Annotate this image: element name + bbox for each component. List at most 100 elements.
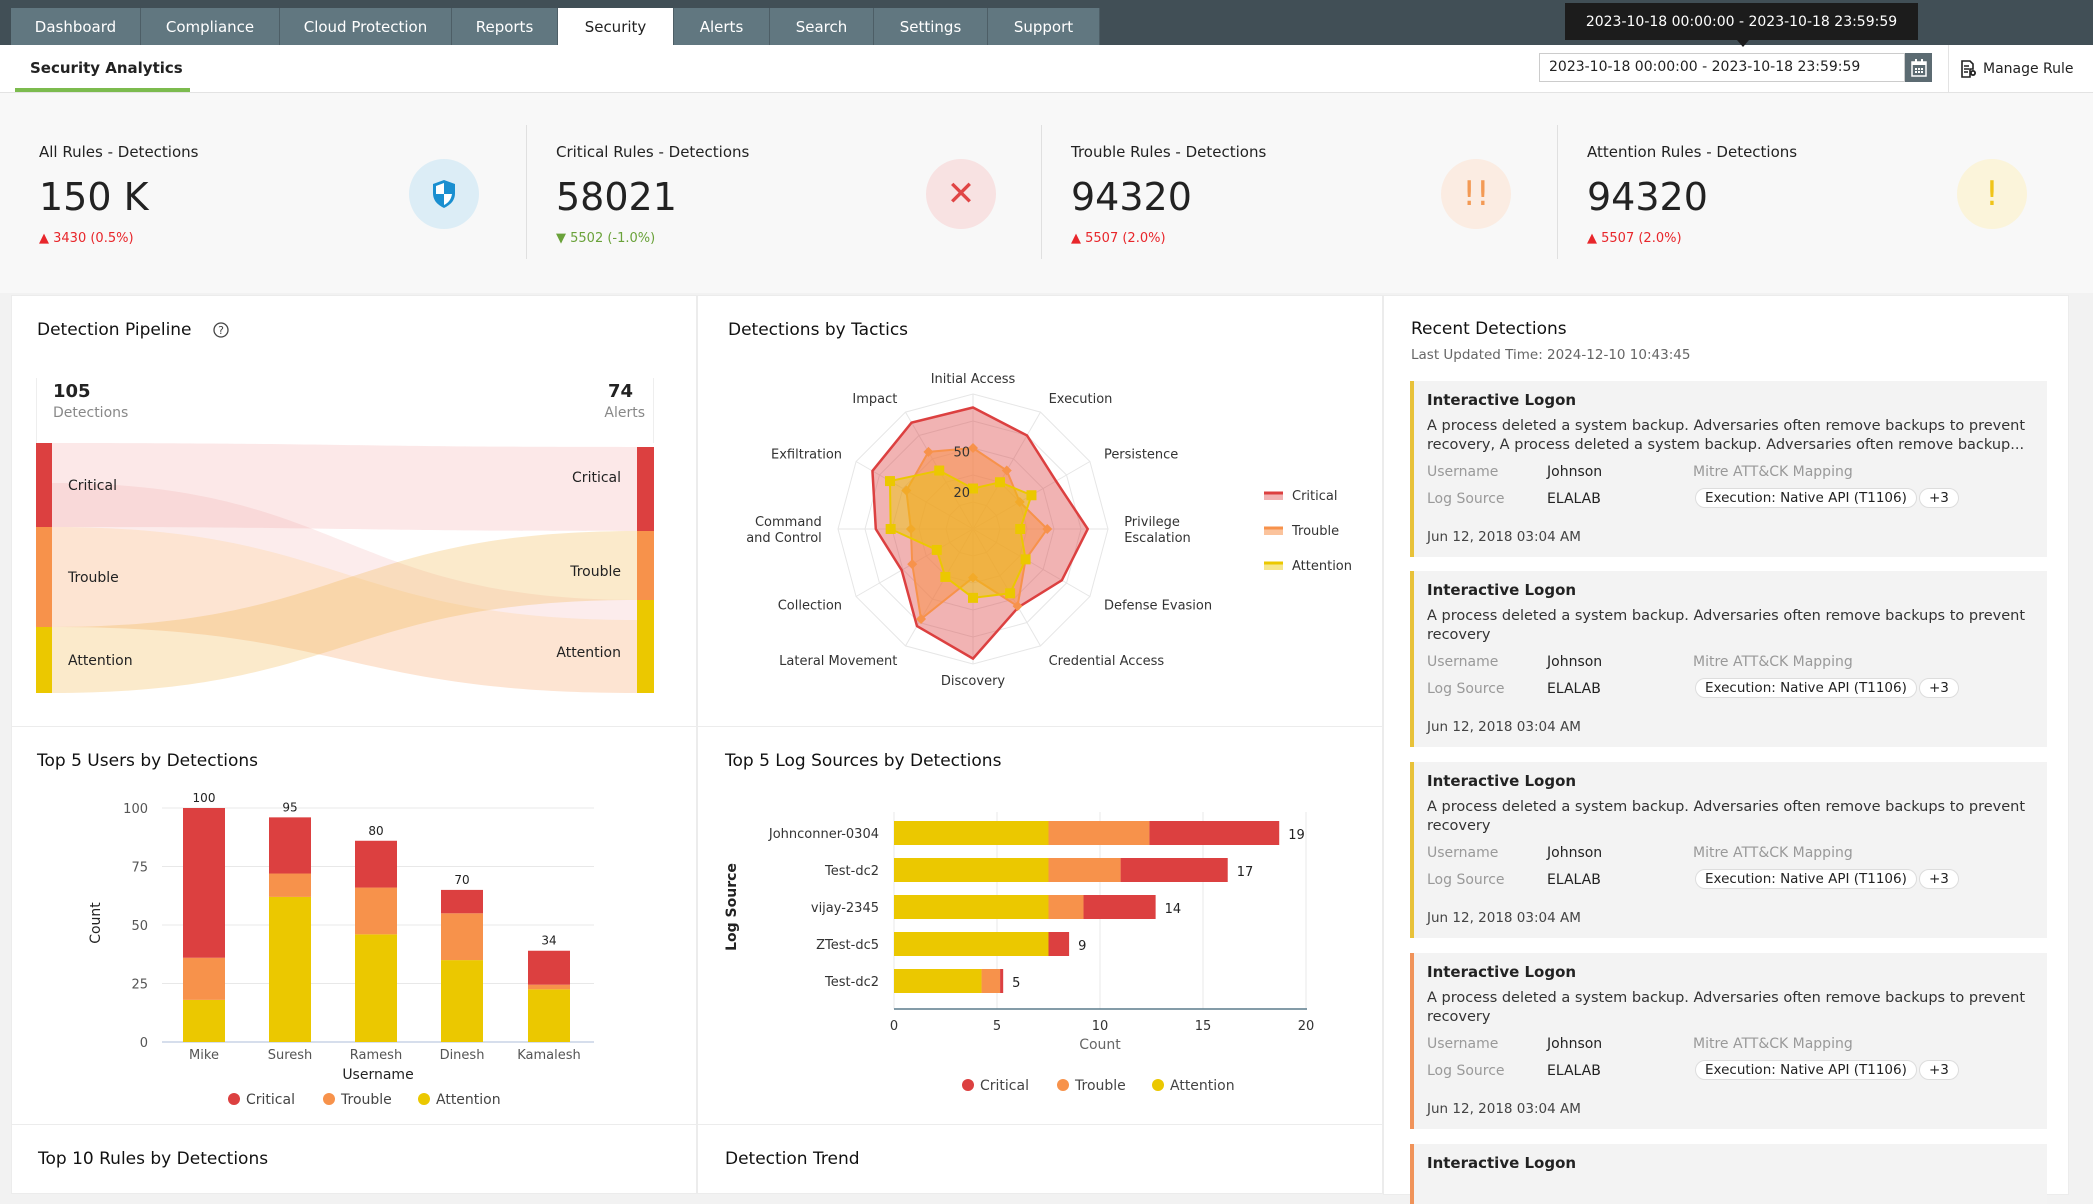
kpi-card[interactable]: Attention Rules - Detections 94320 ▲ 550…: [1559, 125, 2074, 259]
tab-settings[interactable]: Settings: [874, 8, 988, 45]
detection-card[interactable]: Interactive Logon A process deleted a sys…: [1410, 953, 2047, 1129]
bar-segment-critical: [528, 950, 570, 985]
bar-segment-critical: [1149, 821, 1280, 845]
radar-point: [1012, 601, 1023, 612]
tab-reports[interactable]: Reports: [452, 8, 558, 45]
bar-segment-critical: [183, 808, 225, 958]
detection-time: Jun 12, 2018 03:04 AM: [1427, 910, 1581, 926]
log-source-value: ELALAB: [1547, 491, 1601, 507]
mitre-more-tag[interactable]: +3: [1919, 869, 1959, 889]
bar-segment-attention: [894, 895, 1049, 919]
panel-title: Detection Trend: [725, 1149, 860, 1169]
radar-point: [1005, 588, 1016, 599]
mitre-tag[interactable]: Execution: Native API (T1106): [1695, 488, 1917, 508]
detection-description: A process deleted a system backup. Adver…: [1427, 990, 2026, 1025]
kpi-title: All Rules - Detections: [39, 143, 199, 161]
mitre-tag[interactable]: Execution: Native API (T1106): [1695, 869, 1917, 889]
kpi-divider: [526, 125, 527, 259]
tab-search[interactable]: Search: [770, 8, 874, 45]
detection-card[interactable]: Interactive Logon A process deleted a sys…: [1410, 381, 2047, 557]
legend-label: Critical: [246, 1092, 295, 1108]
panel-title: Recent Detections: [1411, 319, 1567, 339]
kpi-card[interactable]: Critical Rules - Detections 58021 ▼ 5502…: [528, 125, 1043, 259]
kpi-value: 150 K: [39, 175, 149, 219]
tab-alerts[interactable]: Alerts: [674, 8, 770, 45]
y-tick-label: ZTest-dc5: [816, 938, 879, 953]
bar-total-label: 70: [454, 873, 469, 887]
pipeline-node-left: [36, 527, 52, 627]
kpi-value: 94320: [1587, 175, 1708, 219]
username-value: Johnson: [1547, 464, 1603, 480]
detection-card[interactable]: Interactive Logon A process deleted a sys…: [1410, 571, 2047, 747]
tab-compliance[interactable]: Compliance: [141, 8, 280, 45]
radar-point: [901, 485, 912, 496]
x-axis-label: Count: [1079, 1037, 1121, 1053]
x-tick-label: Ramesh: [350, 1048, 402, 1063]
radar-point: [1015, 524, 1026, 534]
detection-title: Interactive Logon: [1427, 581, 1577, 599]
triangle-down-icon: ▼: [556, 231, 566, 246]
tab-security[interactable]: Security: [558, 8, 674, 45]
tab-dashboard[interactable]: Dashboard: [11, 8, 141, 45]
bar-total-label: 95: [282, 800, 297, 814]
kpi-delta: ▲ 5507 (2.0%): [1587, 231, 1682, 246]
detection-description: A process deleted a system backup. Adver…: [1427, 799, 2026, 834]
detection-time: Jun 12, 2018 03:04 AM: [1427, 719, 1581, 735]
radar-point: [940, 571, 951, 582]
tab-support[interactable]: Support: [988, 8, 1100, 45]
detection-title: Interactive Logon: [1427, 772, 1577, 790]
radar-tick-label: 20: [953, 486, 970, 501]
bar-total-label: 19: [1288, 828, 1305, 843]
rule-settings-icon: [1961, 59, 1976, 78]
kpi-strip: All Rules - Detections 150 K ▲ 3430 (0.5…: [0, 93, 2093, 293]
detection-card[interactable]: Interactive Logon A process deleted a sys…: [1410, 762, 2047, 938]
x-tick-label: Suresh: [268, 1048, 313, 1063]
mitre-tag[interactable]: Execution: Native API (T1106): [1695, 1060, 1917, 1080]
x-tick-label: 5: [993, 1019, 1001, 1034]
bar-segment-attention: [894, 821, 1049, 845]
username-value: Johnson: [1547, 1036, 1603, 1052]
kpi-title: Critical Rules - Detections: [556, 143, 750, 161]
bar-total-label: 100: [193, 791, 216, 805]
radar-axis-label: Exfiltration: [771, 447, 842, 462]
radar-point: [916, 614, 927, 625]
x-tick-label: Dinesh: [440, 1048, 485, 1063]
log-source-label: Log Source: [1427, 872, 1505, 888]
date-range-input[interactable]: 2023-10-18 00:00:00 - 2023-10-18 23:59:5…: [1539, 53, 1905, 82]
help-icon[interactable]: ?: [212, 321, 230, 339]
mitre-more-tag[interactable]: +3: [1919, 1060, 1959, 1080]
detection-card[interactable]: Interactive Logon: [1410, 1144, 2047, 1204]
tab-cloud-protection[interactable]: Cloud Protection: [280, 8, 452, 45]
y-tick-label: 75: [131, 861, 148, 876]
triangle-up-icon: ▲: [1587, 231, 1597, 246]
legend-dot: [1057, 1079, 1069, 1091]
kpi-card[interactable]: All Rules - Detections 150 K ▲ 3430 (0.5…: [11, 125, 526, 259]
radar-point: [905, 524, 916, 534]
pipeline-flow: [52, 527, 637, 693]
radar-axis-label-line: Exfiltration: [771, 447, 842, 462]
shield-icon: [409, 159, 479, 229]
bar-segment-attention: [355, 934, 397, 1042]
radar-axis-label-line: Discovery: [941, 674, 1006, 689]
detections-total: 105: [53, 381, 91, 402]
calendar-icon: [1910, 58, 1927, 77]
kpi-card[interactable]: Trouble Rules - Detections 94320 ▲ 5507 …: [1043, 125, 1558, 259]
mitre-more-tag[interactable]: +3: [1919, 488, 1959, 508]
calendar-button[interactable]: [1905, 53, 1932, 82]
mitre-tag[interactable]: Execution: Native API (T1106): [1695, 678, 1917, 698]
mitre-more-tag[interactable]: +3: [1919, 678, 1959, 698]
radar-tick-label: 50: [953, 446, 970, 461]
top-users-chart: 0 25 50 75 100 100 Mike 95 Suresh 80 Ramesh 70 Dines…: [88, 791, 594, 1108]
log-source-value: ELALAB: [1547, 1063, 1601, 1079]
tab-security-analytics[interactable]: Security Analytics: [30, 59, 183, 77]
x-tick-label: 10: [1092, 1019, 1109, 1034]
radar-axis-label: Persistence: [1104, 447, 1178, 462]
tactics-radar-chart: Initial Access Execution Persistence Privil…: [746, 372, 1352, 689]
radar-axis-label: Discovery: [941, 674, 1006, 689]
tactics-panel: Detections by Tactics: [697, 295, 1383, 727]
y-tick-label: 100: [123, 802, 148, 817]
radar-axis-label: Privilege Escalation: [1124, 515, 1191, 546]
pipeline-node-label: Attention: [68, 653, 133, 669]
manage-rule-button[interactable]: Manage Rule: [1948, 45, 2074, 92]
kpi-value: 58021: [556, 175, 677, 219]
